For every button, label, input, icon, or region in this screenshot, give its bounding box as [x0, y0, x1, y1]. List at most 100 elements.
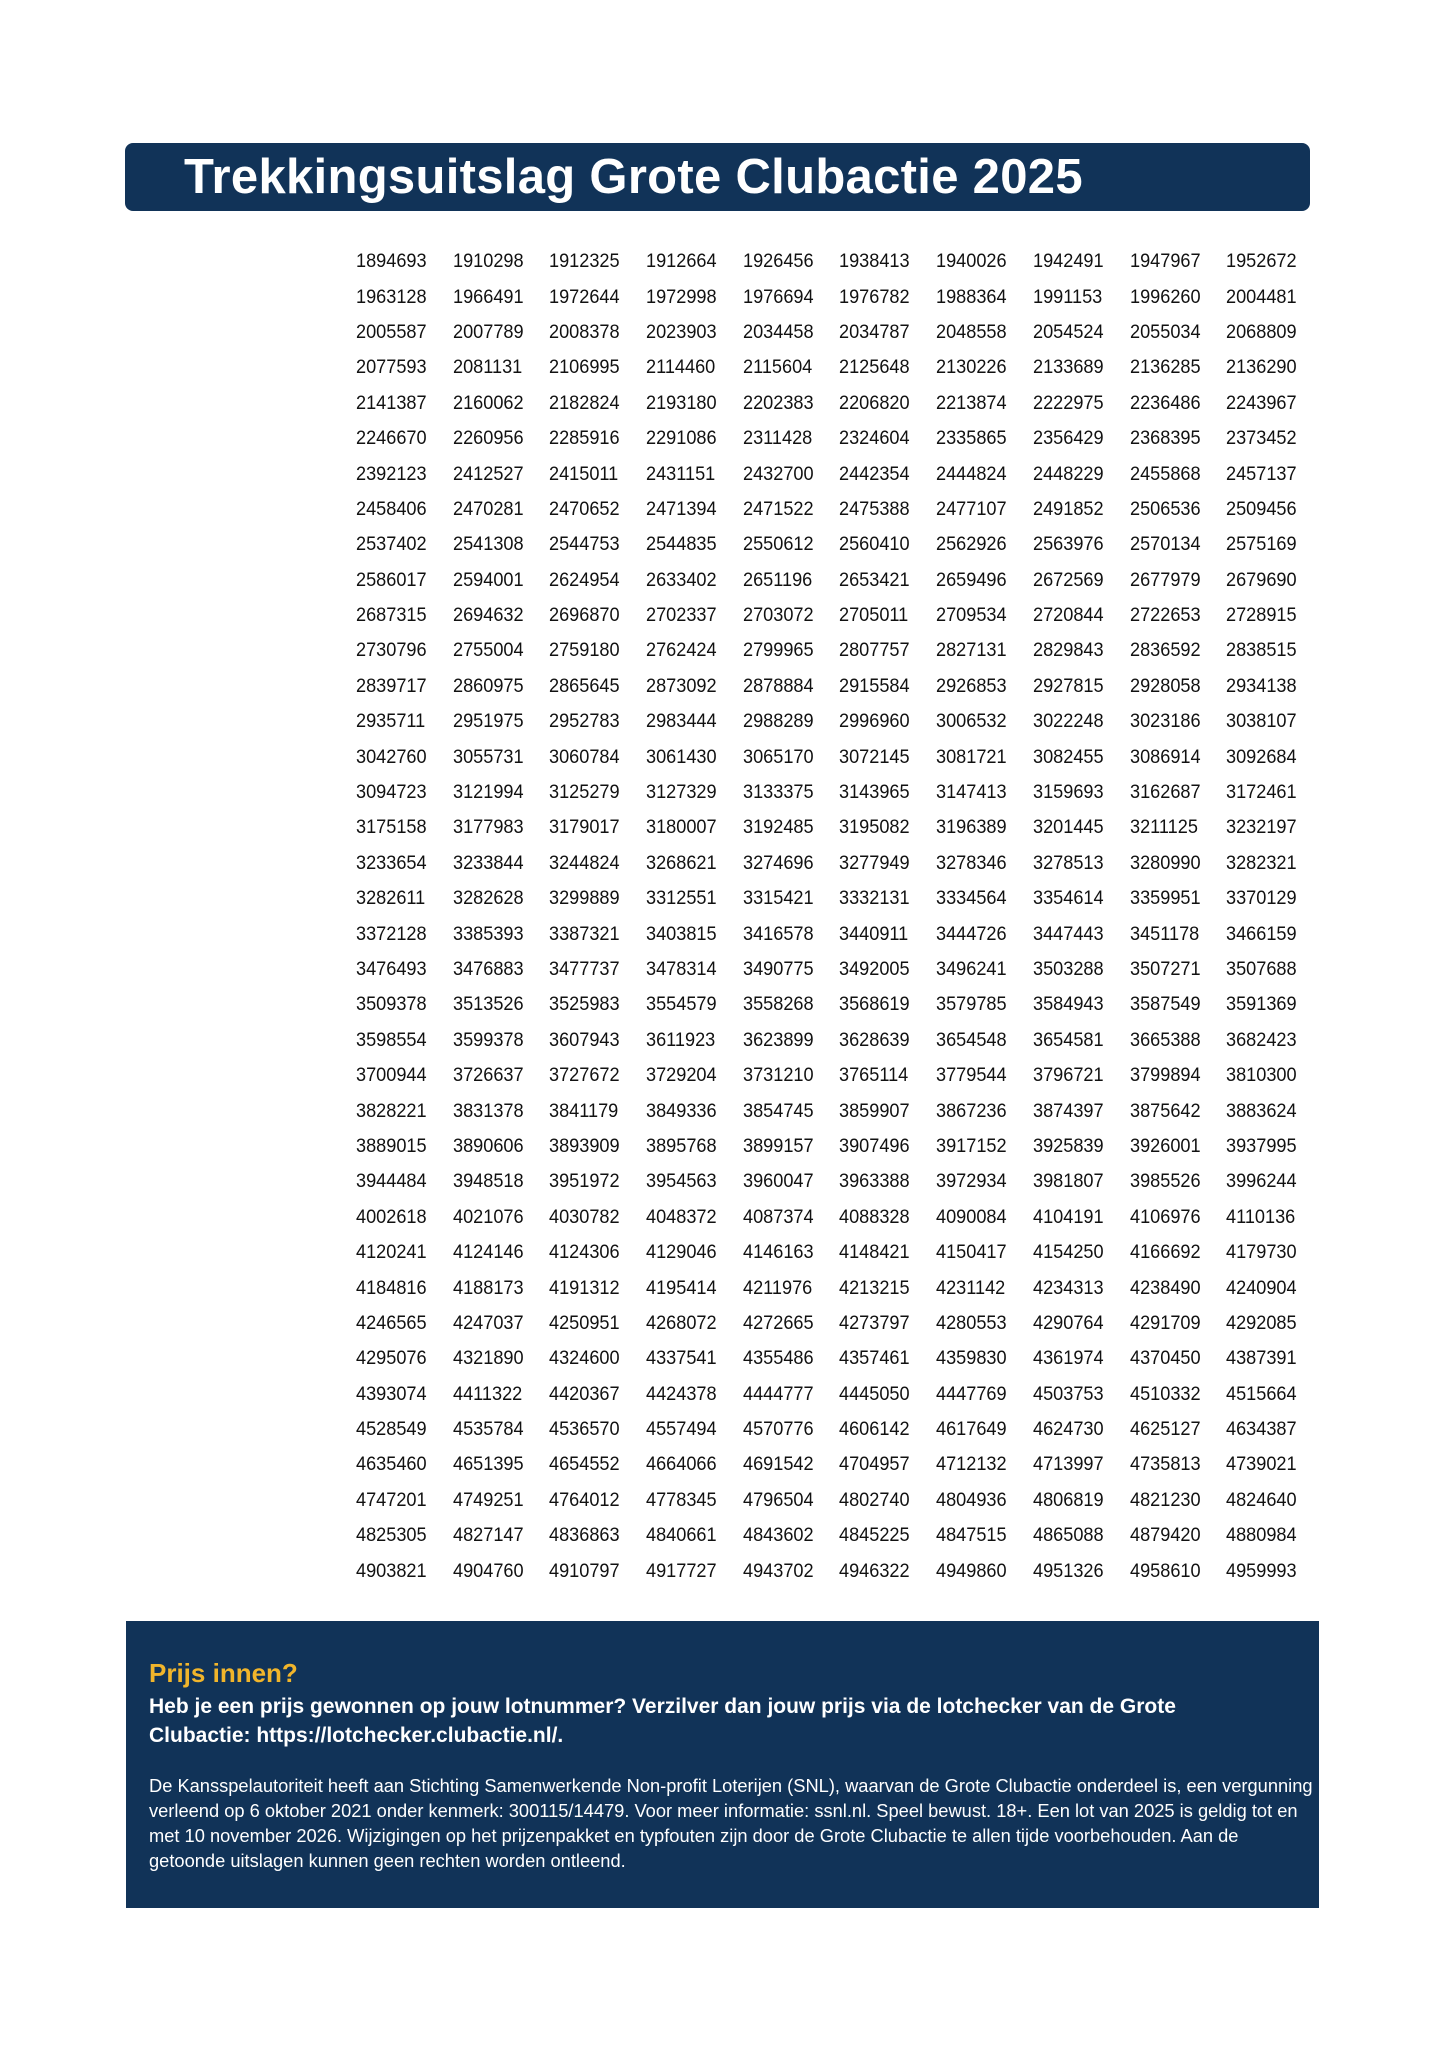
lot-number: 3159693 [1032, 781, 1104, 804]
lot-number: 2839717 [356, 674, 427, 697]
lot-number: 2081131 [452, 356, 522, 379]
lot-number: 3280990 [1129, 851, 1201, 874]
lot-number: 2562926 [936, 533, 1007, 556]
lot-number: 2415011 [549, 462, 619, 485]
lot-number: 2807757 [839, 639, 911, 662]
lot-number: 2935711 [356, 710, 426, 733]
lot-number: 4503753 [1032, 1382, 1104, 1405]
lot-number: 3370129 [1226, 887, 1297, 910]
lot-number: 2836592 [1129, 639, 1201, 662]
lot-number: 4234313 [1032, 1276, 1104, 1299]
lot-number: 4088328 [839, 1205, 911, 1228]
lot-number: 2335865 [936, 427, 1007, 450]
lot-number: 3867236 [936, 1099, 1007, 1122]
lot-number: 3948518 [452, 1170, 524, 1193]
lot-number: 3447443 [1032, 922, 1104, 945]
lot-number: 3274696 [742, 851, 814, 874]
lot-number: 3038107 [1226, 710, 1297, 733]
lot-number: 4211976 [742, 1276, 813, 1299]
lot-number: 3568619 [839, 993, 911, 1016]
lot-number: 4337541 [646, 1347, 717, 1370]
table-row: 2077593 2081131 2106995 2114460 2115604 21256… [356, 350, 1316, 385]
lot-number: 2136290 [1226, 356, 1297, 379]
lot-number: 2653421 [839, 568, 911, 591]
lot-number: 2672569 [1032, 568, 1104, 591]
lot-number: 3440911 [839, 922, 909, 945]
lot-number: 3831378 [452, 1099, 524, 1122]
lot-number: 4154250 [1032, 1241, 1104, 1264]
lot-number: 4179730 [1226, 1241, 1297, 1264]
lot-number: 2457137 [1226, 462, 1297, 485]
lot-number: 2586017 [356, 568, 427, 591]
lot-number: 2506536 [1129, 497, 1201, 520]
lot-number: 4536570 [549, 1418, 620, 1441]
lot-number: 3996244 [1226, 1170, 1297, 1193]
lot-number: 2236486 [1129, 391, 1201, 414]
lot-number: 4634387 [1226, 1418, 1297, 1441]
lot-number: 4250951 [549, 1311, 620, 1334]
lot-number: 4535784 [452, 1418, 524, 1441]
lot-number: 2470652 [549, 497, 620, 520]
lot-number: 2136285 [1129, 356, 1201, 379]
lot-number: 4664066 [646, 1453, 717, 1476]
lot-number: 2659496 [936, 568, 1007, 591]
lot-number: 2141387 [356, 391, 427, 414]
lot-number: 2594001 [452, 568, 524, 591]
lot-number: 1912325 [549, 250, 620, 273]
lot-number: 4090084 [936, 1205, 1007, 1228]
lot-number: 4357461 [839, 1347, 911, 1370]
lot-number: 4292085 [1226, 1311, 1297, 1334]
lot-number: 2048558 [936, 320, 1007, 343]
table-row: 2687315 2694632 2696870 2702337 2703072 27050… [356, 598, 1316, 633]
lot-number: 2509456 [1226, 497, 1297, 520]
lot-number: 4184816 [356, 1276, 427, 1299]
lot-number: 4804936 [936, 1488, 1007, 1511]
title-banner: Trekkingsuitslag Grote Clubactie 2025 [125, 143, 1310, 211]
lot-number: 3278346 [936, 851, 1007, 874]
lot-number: 3509378 [356, 993, 427, 1016]
lot-number: 3874397 [1032, 1099, 1104, 1122]
lot-number: 3278513 [1032, 851, 1104, 874]
lot-number: 3315421 [742, 887, 814, 910]
lot-number: 2860975 [452, 674, 524, 697]
lot-number: 3195082 [839, 816, 911, 839]
lot-number: 4617649 [936, 1418, 1007, 1441]
lot-number: 4447769 [936, 1382, 1007, 1405]
lot-number: 4424378 [646, 1382, 717, 1405]
lot-number: 4840661 [646, 1524, 717, 1547]
lot-number: 2927815 [1032, 674, 1104, 697]
lot-number: 1938413 [839, 250, 911, 273]
lot-number: 4879420 [1129, 1524, 1201, 1547]
lot-number: 2368395 [1129, 427, 1201, 450]
lot-number: 2570134 [1129, 533, 1201, 556]
lot-number: 3451178 [1129, 922, 1199, 945]
lot-number: 4129046 [646, 1241, 717, 1264]
lot-number: 4359830 [936, 1347, 1007, 1370]
lot-number: 3354614 [1032, 887, 1104, 910]
lot-number: 1976782 [839, 285, 911, 308]
lot-number: 2755004 [452, 639, 524, 662]
lot-number: 2720844 [1032, 604, 1104, 627]
lot-number: 2442354 [839, 462, 911, 485]
lot-number: 4048372 [646, 1205, 717, 1228]
lot-number: 4802740 [839, 1488, 911, 1511]
lot-number: 3810300 [1226, 1064, 1297, 1087]
lot-number: 4273797 [839, 1311, 911, 1334]
lot-number: 4280553 [936, 1311, 1007, 1334]
lot-number: 4290764 [1032, 1311, 1104, 1334]
lot-number: 4324600 [549, 1347, 620, 1370]
table-row: 3175158 3177983 3179017 3180007 3192485 31950… [356, 810, 1316, 845]
table-row: 2458406 2470281 2470652 2471394 2471522 24753… [356, 492, 1316, 527]
lot-number: 4444777 [742, 1382, 814, 1405]
lot-number: 3196389 [936, 816, 1007, 839]
lot-number: 2873092 [646, 674, 717, 697]
lot-number: 4917727 [646, 1559, 717, 1582]
lot-number: 4904760 [452, 1559, 524, 1582]
lot-number: 2004481 [1226, 285, 1297, 308]
lot-number: 4806819 [1032, 1488, 1104, 1511]
lot-number: 4291709 [1129, 1311, 1201, 1334]
lot-number: 3496241 [936, 958, 1007, 980]
lot-number: 3092684 [1226, 745, 1297, 768]
lot-number: 3006532 [936, 710, 1007, 733]
lot-number: 2705011 [839, 604, 909, 627]
